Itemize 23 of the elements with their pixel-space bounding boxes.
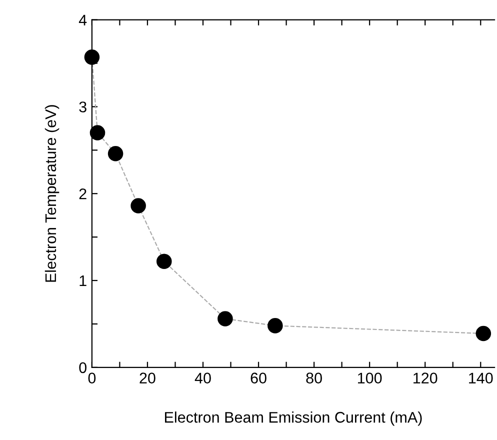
x-axis-title: Electron Beam Emission Current (mA) xyxy=(165,412,422,426)
x-tick-label: 20 xyxy=(140,372,156,384)
point xyxy=(84,50,100,65)
x-tick-label: 40 xyxy=(194,372,211,384)
point xyxy=(90,125,106,140)
x-tick-label: 60 xyxy=(250,372,266,384)
point xyxy=(476,326,492,342)
y-tick-label: 3 xyxy=(79,102,86,112)
x-tick-label: 140 xyxy=(469,372,493,384)
x-tick-label: 80 xyxy=(306,372,322,384)
y-tick-label: 2 xyxy=(79,188,86,200)
x-tick-label: 0 xyxy=(88,372,96,384)
point xyxy=(130,198,146,214)
point xyxy=(268,318,283,334)
x-tick-label: 120 xyxy=(414,372,438,384)
y-tick-label: 0 xyxy=(79,362,86,374)
point xyxy=(108,146,124,162)
y-axis-title: Electron Temperature (eV) xyxy=(44,105,60,282)
y-tick-label: 4 xyxy=(78,14,87,26)
y-tick-label: 1 xyxy=(80,276,86,286)
point xyxy=(156,254,172,270)
point xyxy=(218,311,233,326)
x-tick-label: 100 xyxy=(358,372,382,384)
